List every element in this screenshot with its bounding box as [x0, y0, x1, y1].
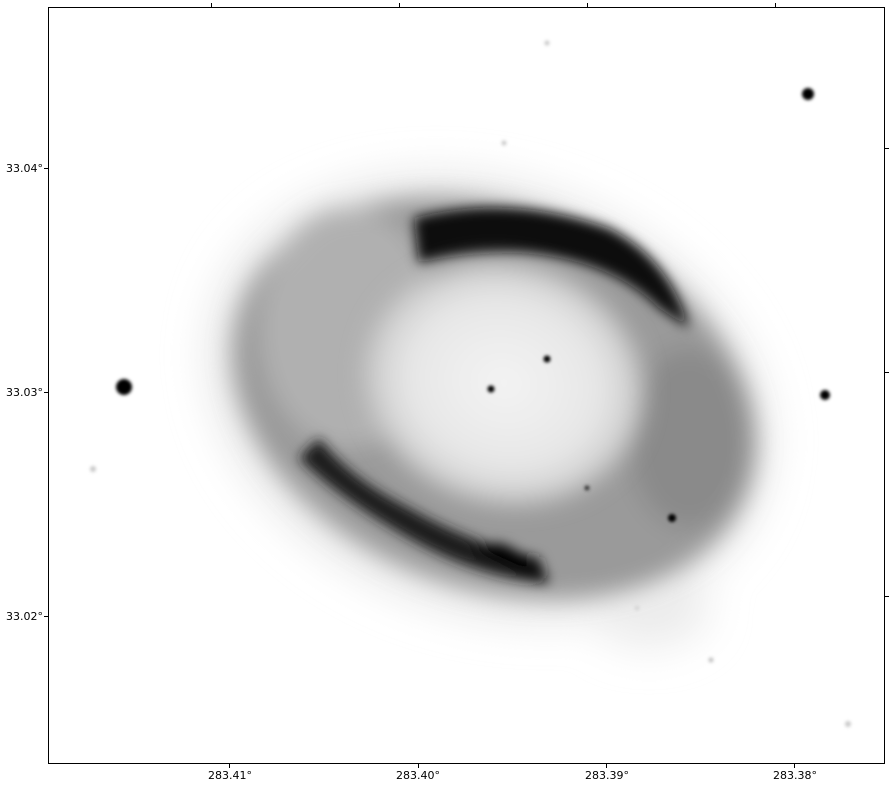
nebula-dark-rim: [299, 207, 689, 583]
x-tick-label: 283.41°: [208, 769, 252, 782]
x-tick-bottom: [418, 763, 419, 768]
nebula-image: [90, 40, 851, 727]
y-tick-label: 33.03°: [6, 386, 43, 399]
x-tick-top: [399, 3, 400, 8]
y-tick-right: [884, 372, 889, 373]
y-tick-left: [44, 392, 49, 393]
star: [116, 379, 132, 395]
x-tick-bottom: [229, 763, 230, 768]
star: [487, 385, 495, 393]
x-tick-top: [211, 3, 212, 8]
star: [584, 485, 590, 491]
star: [802, 88, 814, 100]
stars: [90, 40, 851, 727]
star: [820, 390, 830, 400]
star: [668, 514, 676, 522]
x-tick-label: 283.39°: [585, 769, 629, 782]
star: [543, 355, 551, 363]
y-tick-left: [44, 616, 49, 617]
y-tick-right: [884, 596, 889, 597]
y-tick-label: 33.02°: [6, 610, 43, 623]
star: [845, 721, 851, 727]
star: [708, 657, 714, 663]
star: [90, 466, 96, 472]
x-tick-top: [775, 3, 776, 8]
x-tick-bottom: [606, 763, 607, 768]
x-tick-top: [587, 3, 588, 8]
y-tick-left: [44, 168, 49, 169]
y-tick-right: [884, 148, 889, 149]
star: [501, 140, 507, 146]
sky-image-panel: [48, 7, 885, 764]
nebula-inner-cavity: [365, 261, 643, 505]
x-tick-label: 283.40°: [396, 769, 440, 782]
y-tick-label: 33.04°: [6, 162, 43, 175]
star: [544, 40, 550, 46]
star: [634, 605, 640, 611]
x-tick-label: 283.38°: [773, 769, 817, 782]
x-tick-bottom: [794, 763, 795, 768]
